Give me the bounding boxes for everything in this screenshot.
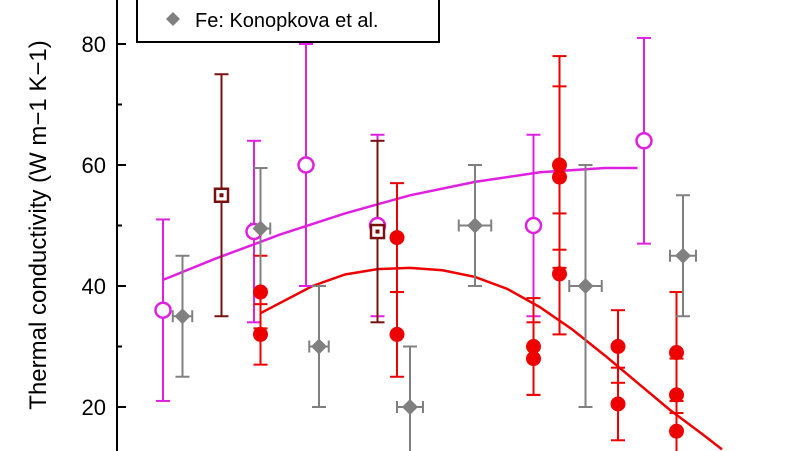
data-point xyxy=(526,339,541,354)
y-tick-label: 60 xyxy=(82,153,106,178)
data-point xyxy=(524,216,543,235)
data-point-center xyxy=(375,229,380,234)
data-point xyxy=(526,351,541,367)
data-point xyxy=(297,156,315,174)
data-point xyxy=(252,220,269,237)
data-point xyxy=(552,157,567,173)
data-point xyxy=(577,278,594,294)
y-axis: 20 40 60 80 xyxy=(82,0,126,451)
data-point xyxy=(610,396,626,412)
data-point xyxy=(154,301,172,319)
data-point xyxy=(552,169,567,185)
legend-marker-diamond xyxy=(166,12,180,26)
y-tick-label: 20 xyxy=(82,395,106,420)
legend-label: Fe: Konopkova et al. xyxy=(195,10,378,32)
data-point xyxy=(402,399,418,415)
data-point xyxy=(467,217,483,234)
data-point xyxy=(311,338,327,355)
y-tick-label: 40 xyxy=(82,274,106,299)
data-point xyxy=(389,326,405,342)
data-point xyxy=(253,326,268,342)
data-point xyxy=(669,345,684,361)
data-point xyxy=(389,230,405,246)
fit-lines xyxy=(162,166,723,451)
data-point xyxy=(635,132,653,150)
error-bars xyxy=(156,36,697,451)
y-axis-title: Thermal conductivity (W m−1 K−1) xyxy=(25,40,52,409)
legend: Fe: Konopkova et al. xyxy=(136,0,440,43)
data-point-center xyxy=(219,193,224,198)
data-point xyxy=(174,308,191,325)
data-point xyxy=(610,339,626,354)
data-point xyxy=(253,284,268,300)
data-point xyxy=(552,266,567,282)
data-point xyxy=(675,247,691,264)
fit-line xyxy=(162,166,638,282)
fit-line xyxy=(259,266,723,451)
legend-box xyxy=(136,0,440,43)
data-point xyxy=(669,423,684,439)
y-tick-label: 80 xyxy=(82,32,106,57)
markers xyxy=(154,132,691,439)
data-point xyxy=(669,387,684,403)
